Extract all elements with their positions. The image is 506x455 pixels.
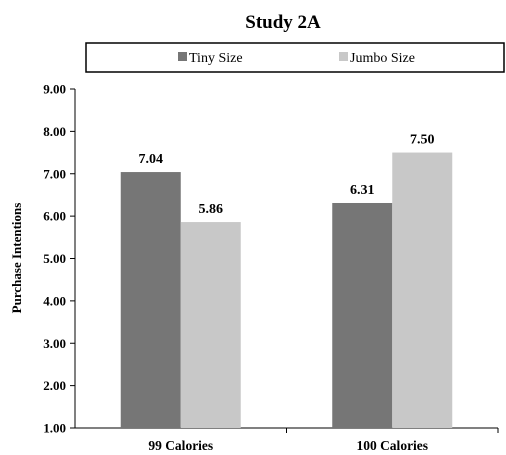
- y-tick-label: 3.00: [43, 336, 66, 351]
- legend-label-tiny: Tiny Size: [189, 51, 243, 66]
- legend: Tiny Size Jumbo Size: [85, 42, 505, 73]
- chart-title: Study 2A: [245, 12, 321, 33]
- y-tick-label: 4.00: [43, 293, 66, 308]
- bar-tiny-1: [120, 172, 181, 428]
- plot-area: 1.00 2.00 3.00 4.00 5.00 6.00 7.00 8.00 9.00 99 C…: [43, 82, 499, 453]
- bar-tiny-2: [332, 202, 393, 428]
- y-tick-label: 8.00: [43, 124, 66, 139]
- y-axis-label: Purchase Intentions: [9, 203, 24, 314]
- data-label: 5.86: [199, 202, 224, 217]
- data-label: 7.50: [410, 133, 435, 148]
- legend-box: [85, 42, 505, 73]
- data-label: 7.04: [139, 152, 164, 167]
- y-tick-label: 9.00: [43, 82, 66, 97]
- y-tick-label: 5.00: [43, 251, 66, 266]
- data-label: 6.31: [350, 183, 375, 198]
- bar-jumbo-1: [180, 222, 241, 428]
- legend-swatch-jumbo: [339, 52, 348, 61]
- y-tick-label: 2.00: [43, 378, 66, 393]
- legend-label-jumbo: Jumbo Size: [350, 51, 415, 66]
- y-tick-label: 6.00: [43, 209, 66, 224]
- legend-swatch-tiny: [178, 52, 187, 61]
- bar-jumbo-2: [392, 152, 453, 428]
- y-tick-label: 7.00: [43, 166, 66, 181]
- y-tick-label: 1.00: [43, 421, 66, 436]
- x-tick-label: 99 Calories: [148, 438, 213, 453]
- x-tick-label: 100 Calories: [356, 438, 428, 453]
